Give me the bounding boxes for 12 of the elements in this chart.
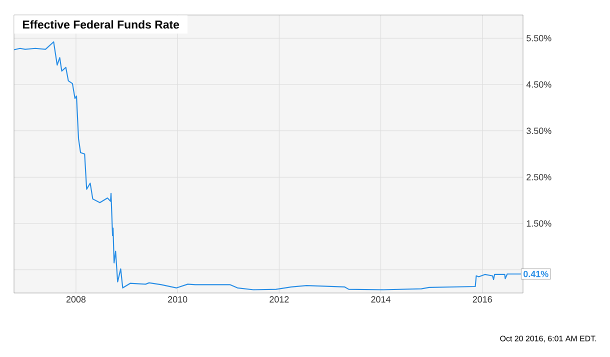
y-tick-label: 2.50% xyxy=(526,174,552,180)
x-tick-label: 2014 xyxy=(371,296,390,303)
y-tick-label: 5.50% xyxy=(526,34,552,42)
annotation: 0.41% xyxy=(524,270,548,278)
x-tick-label: 2010 xyxy=(168,296,188,303)
chart-title: Effective Federal Funds Rate xyxy=(22,20,180,29)
y-tick-label: 3.50% xyxy=(526,128,552,134)
x-tick-label: 2012 xyxy=(270,296,289,303)
y-tick-label: 1.50% xyxy=(526,220,552,227)
x-tick-label: 2008 xyxy=(66,296,86,303)
x-tick-label: 2016 xyxy=(472,296,492,303)
y-tick-label: 4.50% xyxy=(526,81,552,88)
